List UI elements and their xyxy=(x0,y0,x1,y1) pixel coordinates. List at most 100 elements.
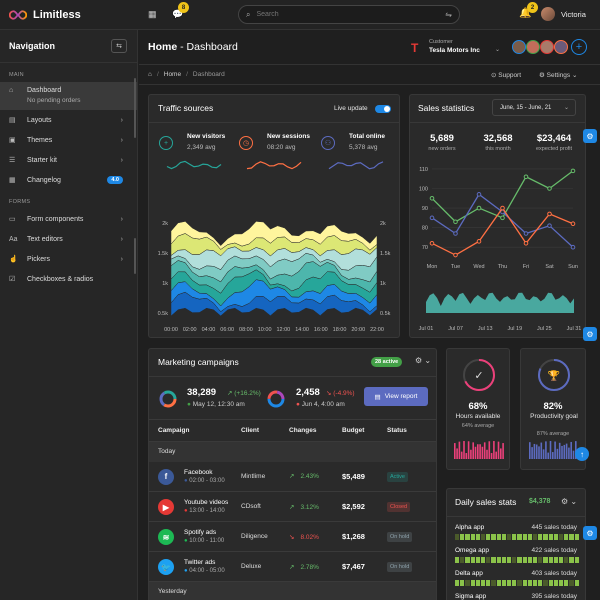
bar-segment xyxy=(470,557,475,563)
grid-icon[interactable]: ▦ xyxy=(148,9,157,19)
bar-segment xyxy=(533,557,538,563)
breadcrumb: ⌂ / Home / Dashboard ⊙ Support ⚙ Setting… xyxy=(139,65,600,85)
plus-icon: + xyxy=(159,136,173,150)
app-sales: 403 sales today xyxy=(531,570,577,577)
gear-icon[interactable]: ⚙ ⌄ xyxy=(415,356,432,365)
col-campaign[interactable]: Campaign xyxy=(149,419,241,442)
search-input[interactable] xyxy=(256,11,440,18)
breadcrumb-home[interactable]: Home xyxy=(163,71,182,78)
support-link[interactable]: ⊙ Support xyxy=(491,71,521,79)
campaign-name[interactable]: Twitter ads xyxy=(184,559,216,566)
date-range-select[interactable]: June, 15 - June, 21 ⌄ xyxy=(492,99,576,116)
data-point xyxy=(429,195,435,201)
bar xyxy=(547,452,549,459)
y-tick-label: 0.5k xyxy=(158,311,169,317)
add-member-button[interactable]: + xyxy=(571,39,587,55)
sidebar-collapse-button[interactable]: ⇆ xyxy=(111,39,127,53)
x-tick-label: Thu xyxy=(498,264,507,270)
stat-label: Total online xyxy=(349,133,385,140)
page-title-page: Dashboard xyxy=(186,41,238,53)
sidebar-item-starter-kit[interactable]: ☰ Starter kit › xyxy=(0,150,137,170)
view-report-button[interactable]: ▤ View report xyxy=(364,387,428,406)
sidebar-scrollbar[interactable] xyxy=(134,78,136,138)
bell-icon[interactable]: 🔔 xyxy=(519,8,532,19)
live-update-toggle[interactable] xyxy=(375,105,391,113)
facebook-icon: f xyxy=(158,468,174,485)
x-tick-label: Jul 07 xyxy=(448,326,463,332)
campaign-client: CDsoft xyxy=(241,491,289,522)
settings-fab-icon[interactable]: ⚙ xyxy=(583,327,597,341)
sidebar-item-text-editors[interactable]: Aa Text editors › xyxy=(0,229,137,249)
campaign-name[interactable]: Spotify ads xyxy=(184,529,217,536)
bar-segment xyxy=(569,580,574,586)
sidebar-item-dashboard[interactable]: ⌂ Dashboard No pending orders xyxy=(0,82,137,110)
sidebar-item-layouts[interactable]: ▤ Layouts › xyxy=(0,110,137,130)
sidebar-item-themes[interactable]: ▣ Themes › xyxy=(0,130,137,150)
x-tick-label: 06:00 xyxy=(220,327,234,333)
bar-segment xyxy=(553,580,559,586)
x-tick-label: Jul 31 xyxy=(567,326,582,332)
bar xyxy=(460,451,463,459)
bar xyxy=(531,447,533,459)
stat2-delta-text: (-4.9%) xyxy=(333,390,355,397)
user-name[interactable]: Victoria xyxy=(561,10,586,19)
logo[interactable]: Limitless xyxy=(9,9,139,21)
kpi-value: 5,689 xyxy=(430,133,454,144)
avatar[interactable] xyxy=(554,40,568,54)
sidebar-item-pickers[interactable]: ☝ Pickers › xyxy=(0,249,137,269)
col-status[interactable]: Status xyxy=(387,419,436,442)
bar xyxy=(479,444,481,459)
status-badge: On hold xyxy=(387,532,413,542)
scroll-top-button[interactable]: ↑ xyxy=(575,447,589,461)
table-row[interactable]: f Facebook ● 02:00 - 03:00 Mintlime ↗ 2.43%… xyxy=(149,461,436,492)
campaign-time: 04:00 - 05:00 xyxy=(189,568,225,574)
customer-name[interactable]: Tesla Motors Inc xyxy=(429,47,480,54)
y-tick-label: 0.5k xyxy=(380,311,391,317)
live-update-label: Live update xyxy=(334,105,368,112)
home-icon[interactable]: ⌂ xyxy=(148,71,152,78)
chevron-right-icon: › xyxy=(120,116,123,124)
avatar[interactable] xyxy=(526,40,540,54)
chevron-down-icon[interactable]: ⌄ xyxy=(495,47,501,53)
traffic-sources-card: Traffic sources Live update + New visitor… xyxy=(148,94,400,338)
bar xyxy=(472,442,474,459)
bar-segment xyxy=(475,580,481,586)
campaign-name[interactable]: Facebook xyxy=(184,468,213,476)
hours-progress-ring: ✓ xyxy=(463,359,495,391)
avatar[interactable] xyxy=(540,40,554,54)
settings-fab-icon[interactable]: ⚙ xyxy=(583,526,597,540)
sidebar-item-changelog[interactable]: ▦ Changelog 4.0 xyxy=(0,170,137,190)
support-label: Support xyxy=(498,72,522,79)
col-changes[interactable]: Changes xyxy=(289,419,342,442)
sidebar-item-checkboxes[interactable]: ☑ Checkboxes & radios xyxy=(0,269,137,283)
gear-icon[interactable]: ⚙ ⌄ xyxy=(561,497,578,506)
bar xyxy=(561,445,563,459)
messages-icon[interactable]: 💬 xyxy=(172,9,184,19)
bar-segment xyxy=(455,557,460,563)
settings-fab-icon[interactable]: ⚙ xyxy=(583,129,597,143)
bar-segment xyxy=(517,580,522,586)
sidebar-item-label: Checkboxes & radios xyxy=(27,276,94,283)
page-title-sep: - xyxy=(177,41,187,53)
campaign-change: 8.02% xyxy=(300,533,319,541)
settings-dropdown[interactable]: ⚙ Settings ⌄ xyxy=(539,71,577,79)
col-budget[interactable]: Budget xyxy=(342,419,387,442)
col-client[interactable]: Client xyxy=(241,419,289,442)
table-row[interactable]: 🐦 Twitter ads ● 04:00 - 05:00 Deluxe ↗ 2.78… xyxy=(149,551,436,582)
table-row[interactable]: ≋ Spotify ads ● 10:00 - 11:00 Diligence ↘ 8… xyxy=(149,521,436,552)
sidebar-item-form-components[interactable]: ▭ Form components › xyxy=(0,209,137,229)
data-point xyxy=(523,231,529,236)
avatar[interactable] xyxy=(541,7,555,21)
avatar[interactable] xyxy=(512,40,526,54)
table-row[interactable]: ▶ Youtube videos ● 13:00 - 14:00 CDsoft ↗ 3… xyxy=(149,491,436,522)
filter-sliders-icon[interactable]: ⇋ xyxy=(445,10,452,19)
search-box[interactable]: ⌕ ⇋ xyxy=(238,5,460,24)
data-point xyxy=(453,231,458,236)
campaign-name[interactable]: Youtube videos xyxy=(184,499,229,506)
app-name: Limitless xyxy=(33,8,81,21)
bar xyxy=(486,449,488,459)
sidebar-item-sub: No pending orders xyxy=(27,97,81,104)
sidebar-scrollbar-lower[interactable] xyxy=(134,238,136,274)
bar-segment xyxy=(538,534,543,540)
bar-segment xyxy=(574,580,579,586)
